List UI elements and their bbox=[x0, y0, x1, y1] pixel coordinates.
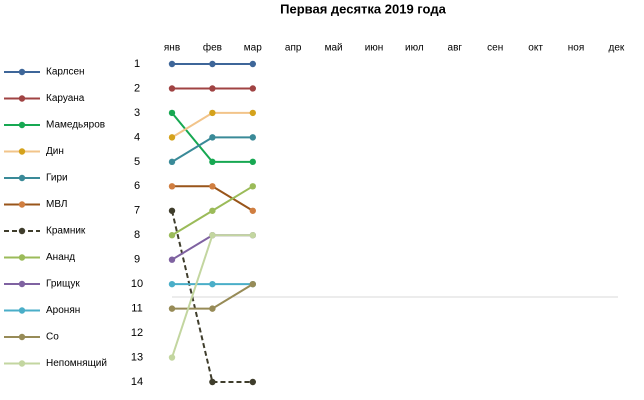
x-tick-label: сен bbox=[487, 43, 503, 54]
data-point bbox=[209, 60, 216, 68]
data-point bbox=[209, 183, 216, 190]
data-point bbox=[168, 134, 176, 141]
legend-label: Непомнящий bbox=[46, 358, 107, 369]
data-point bbox=[209, 109, 216, 117]
data-point bbox=[209, 280, 216, 288]
legend-marker bbox=[18, 121, 26, 129]
data-point bbox=[168, 207, 176, 214]
x-tick-label: апр bbox=[285, 43, 302, 54]
legend-label: Крамник bbox=[46, 226, 86, 237]
legend-marker bbox=[18, 201, 26, 208]
data-point bbox=[249, 280, 256, 288]
data-point bbox=[209, 158, 216, 166]
series-line bbox=[171, 234, 253, 358]
legend-marker bbox=[18, 95, 26, 102]
data-point bbox=[209, 305, 216, 312]
series-line bbox=[171, 234, 253, 261]
data-point bbox=[209, 378, 216, 386]
y-tick-label: 8 bbox=[134, 229, 140, 241]
legend-label: МВЛ bbox=[46, 199, 67, 210]
series-line bbox=[172, 283, 254, 310]
legend-marker bbox=[18, 280, 26, 288]
legend-label: Мамедьяров bbox=[46, 120, 105, 131]
data-point bbox=[168, 85, 176, 92]
x-tick-label: окт bbox=[528, 43, 543, 54]
legend-label: Гири bbox=[46, 173, 68, 184]
data-point bbox=[168, 232, 176, 239]
data-point bbox=[249, 378, 256, 386]
x-tick-label: янв bbox=[164, 43, 180, 54]
data-point bbox=[209, 85, 216, 92]
data-point bbox=[249, 183, 256, 190]
legend-label: Аронян bbox=[46, 305, 80, 316]
x-tick-label: июн bbox=[365, 43, 384, 54]
chart-title: Первая десятка 2019 года bbox=[280, 1, 446, 16]
data-point bbox=[168, 305, 176, 312]
series-line bbox=[171, 111, 253, 139]
legend-marker bbox=[18, 227, 26, 235]
x-tick-label: мар bbox=[244, 43, 262, 54]
legend-label: Со bbox=[46, 332, 59, 343]
legend-marker bbox=[18, 174, 26, 182]
data-point bbox=[168, 280, 176, 288]
legend-marker bbox=[18, 307, 26, 314]
y-tick-label: 7 bbox=[134, 205, 140, 217]
data-point bbox=[168, 354, 176, 361]
x-tick-label: июл bbox=[405, 43, 424, 54]
data-point bbox=[249, 109, 256, 117]
x-tick-label: май bbox=[325, 43, 343, 54]
y-tick-label: 13 bbox=[131, 351, 143, 363]
data-point bbox=[168, 60, 176, 68]
y-tick-label: 4 bbox=[134, 131, 140, 143]
series-line bbox=[172, 185, 254, 212]
data-point bbox=[209, 232, 216, 239]
legend-marker bbox=[18, 68, 26, 76]
x-tick-label: фев bbox=[203, 42, 222, 54]
data-point bbox=[168, 256, 176, 263]
data-point bbox=[249, 85, 256, 92]
x-tick-label: дек bbox=[609, 43, 625, 54]
y-tick-label: 1 bbox=[134, 58, 140, 70]
data-point bbox=[249, 207, 256, 214]
legend-marker bbox=[18, 148, 26, 155]
y-tick-label: 12 bbox=[131, 327, 143, 339]
x-tick-label: ноя bbox=[568, 43, 585, 54]
y-tick-label: 6 bbox=[134, 180, 140, 192]
data-point bbox=[249, 134, 256, 141]
data-point bbox=[168, 158, 176, 166]
legend-label: Грищук bbox=[46, 279, 80, 290]
series-line bbox=[171, 210, 253, 383]
data-point bbox=[249, 60, 256, 68]
series-line bbox=[171, 136, 253, 163]
legend-marker bbox=[18, 360, 26, 367]
legend-marker bbox=[18, 333, 26, 341]
y-tick-label: 14 bbox=[131, 376, 143, 388]
y-tick-label: 10 bbox=[131, 278, 143, 290]
y-tick-label: 3 bbox=[134, 107, 140, 119]
legend-marker bbox=[18, 254, 26, 261]
data-point bbox=[249, 232, 256, 239]
x-tick-label: авг bbox=[448, 43, 463, 54]
legend-label: Дин bbox=[46, 146, 64, 157]
y-tick-label: 5 bbox=[134, 156, 140, 168]
y-tick-label: 9 bbox=[134, 254, 140, 266]
data-point bbox=[209, 134, 216, 141]
data-point bbox=[168, 109, 176, 117]
y-tick-label: 2 bbox=[134, 82, 140, 94]
data-point bbox=[168, 183, 176, 190]
legend-label: Карлсен bbox=[46, 67, 85, 78]
legend-label: Каруана bbox=[46, 93, 85, 104]
data-point bbox=[249, 158, 256, 166]
y-tick-label: 11 bbox=[131, 303, 142, 315]
legend-label: Ананд bbox=[46, 252, 75, 263]
data-point bbox=[209, 207, 216, 214]
